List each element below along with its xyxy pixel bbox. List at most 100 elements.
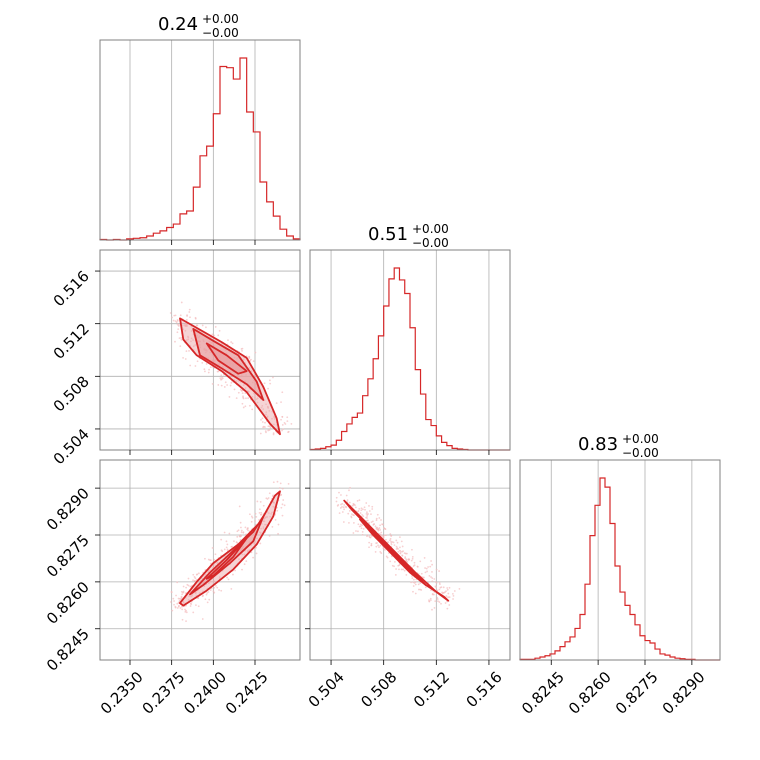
scatter-point xyxy=(429,597,432,600)
title-upper-error: +0.00 xyxy=(622,432,659,446)
scatter-point xyxy=(411,557,414,560)
scatter-point xyxy=(173,603,175,606)
scatter-point xyxy=(374,551,377,553)
scatter-point xyxy=(196,360,199,363)
histogram-panel-p0: 0.24 +0.00−0.00 xyxy=(99,12,301,245)
scatter-point xyxy=(398,568,400,571)
scatter-point xyxy=(190,330,193,332)
scatter-point xyxy=(185,586,188,589)
scatter-point xyxy=(266,498,269,500)
scatter-point xyxy=(389,539,391,542)
scatter-point xyxy=(355,530,357,532)
scatter-point xyxy=(280,418,282,421)
scatter-point xyxy=(197,605,200,608)
scatter-point xyxy=(218,329,221,332)
scatter-point xyxy=(212,590,215,593)
scatter-point xyxy=(211,333,214,336)
scatter-point xyxy=(241,347,244,350)
scatter-point xyxy=(360,527,363,530)
scatter-point xyxy=(280,401,282,404)
scatter-point xyxy=(239,521,242,524)
scatter-point xyxy=(184,358,187,360)
scatter-point xyxy=(452,594,455,597)
scatter-point xyxy=(352,532,355,534)
scatter-point xyxy=(188,595,190,598)
scatter-point xyxy=(177,328,180,331)
scatter-point xyxy=(219,377,222,380)
scatter-point xyxy=(371,520,374,523)
scatter-point xyxy=(290,422,293,425)
x-tick-label: 0.8260 xyxy=(565,668,615,718)
scatter-point xyxy=(377,528,380,531)
scatter-point xyxy=(172,597,175,600)
scatter-point xyxy=(192,579,194,582)
scatter-point xyxy=(283,504,286,507)
scatter-point xyxy=(353,514,355,517)
scatter-point xyxy=(403,569,406,572)
scatter-point xyxy=(361,530,364,533)
scatter-point xyxy=(220,538,223,541)
title-upper-error: +0.00 xyxy=(202,12,239,26)
scatter-point xyxy=(281,429,283,432)
scatter-point xyxy=(362,515,365,518)
scatter-point xyxy=(253,392,255,395)
scatter-point xyxy=(250,520,253,523)
scatter-point xyxy=(399,546,401,549)
scatter-point xyxy=(390,542,393,544)
scatter-point xyxy=(186,583,189,586)
scatter-point xyxy=(258,518,260,521)
scatter-point xyxy=(246,528,249,531)
scatter-point xyxy=(175,321,178,324)
scatter-point xyxy=(235,397,238,400)
scatter-point xyxy=(281,391,284,394)
scatter-point xyxy=(240,535,243,537)
scatter-point xyxy=(444,602,447,604)
scatter-point xyxy=(248,367,251,369)
scatter-point xyxy=(213,558,216,561)
scatter-point xyxy=(179,345,182,348)
scatter-point xyxy=(380,531,383,534)
title-lower-error: −0.00 xyxy=(622,446,659,460)
y-tick-label: 0.512 xyxy=(50,320,93,363)
scatter-point xyxy=(399,550,402,553)
scatter-point xyxy=(280,506,283,509)
scatter-point xyxy=(248,549,251,551)
scatter-point xyxy=(277,523,280,526)
scatter-point xyxy=(224,381,227,384)
scatter-point xyxy=(436,598,439,600)
scatter-point xyxy=(350,515,353,518)
scatter-point xyxy=(213,334,215,337)
scatter-point xyxy=(357,530,359,533)
scatter-point xyxy=(371,535,373,537)
scatter-point xyxy=(259,432,262,435)
scatter-point xyxy=(223,548,226,551)
scatter-point xyxy=(437,600,439,603)
scatter-point xyxy=(370,542,373,545)
scatter-point xyxy=(238,558,240,561)
scatter-point xyxy=(242,358,245,361)
scatter-point xyxy=(402,568,405,571)
scatter-point xyxy=(253,375,256,377)
scatter-point xyxy=(344,505,347,508)
x-tick-label: 0.516 xyxy=(463,668,506,711)
scatter-point xyxy=(189,605,192,607)
scatter-point xyxy=(253,548,256,550)
scatter-point xyxy=(182,585,185,588)
scatter-point xyxy=(172,319,175,322)
scatter-point xyxy=(238,535,241,538)
scatter-point xyxy=(248,513,251,516)
scatter-point xyxy=(364,508,366,511)
x-tick-label: 0.512 xyxy=(410,668,453,711)
scatter-point xyxy=(411,555,414,558)
scatter-point xyxy=(348,509,351,512)
scatter-point xyxy=(207,591,210,593)
scatter-point xyxy=(393,565,395,568)
scatter-point xyxy=(203,585,206,588)
scatter-point xyxy=(414,592,417,595)
scatter-point xyxy=(380,534,383,537)
scatter-point xyxy=(361,513,364,516)
scatter-point xyxy=(429,599,432,602)
scatter-point xyxy=(442,586,445,589)
scatter-point xyxy=(216,562,219,565)
scatter-point xyxy=(424,586,427,589)
